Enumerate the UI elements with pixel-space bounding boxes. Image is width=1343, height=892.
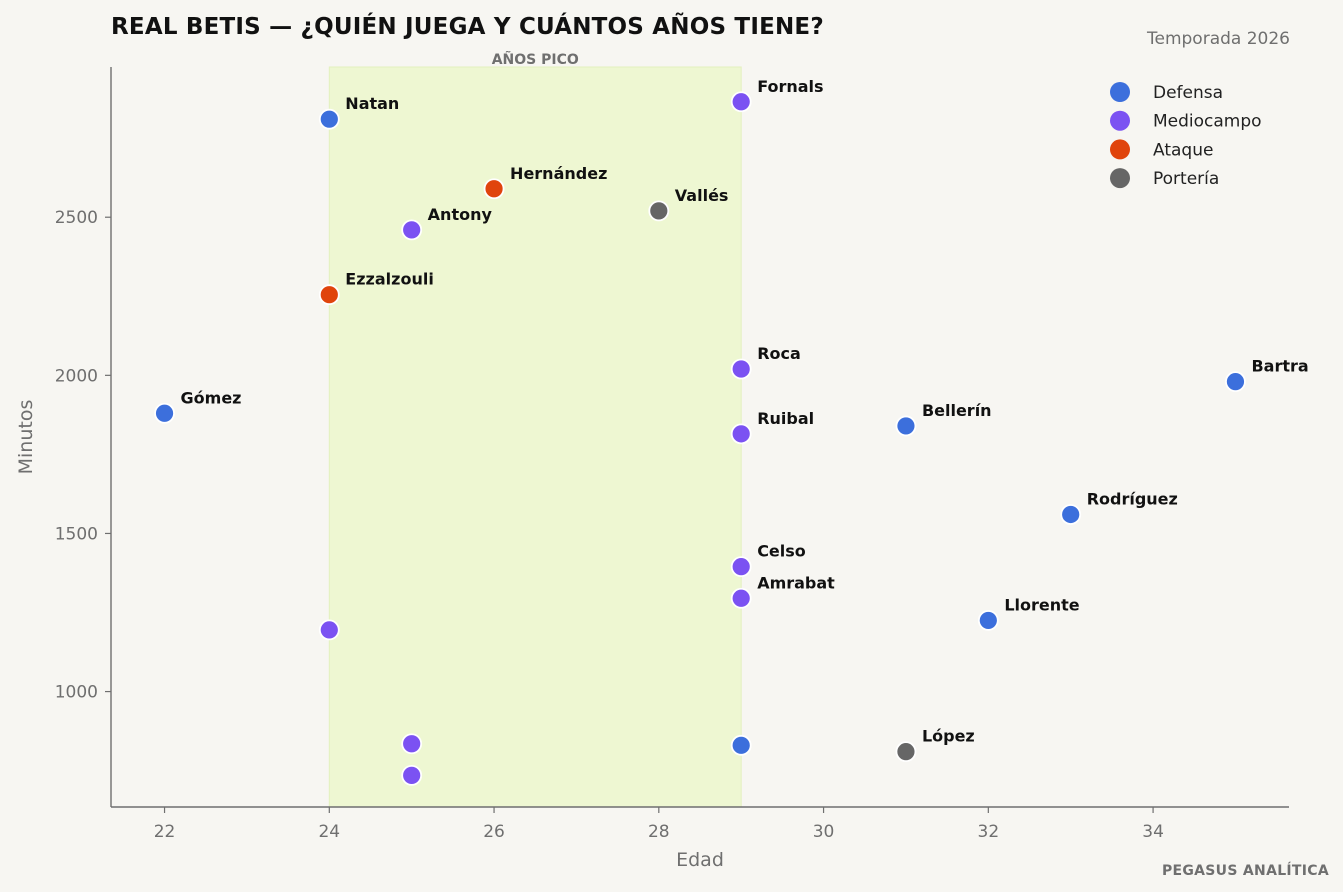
scatter-point [730, 358, 752, 380]
scatter-point [318, 108, 340, 130]
point-label: Natan [345, 94, 399, 113]
x-tick-label: 26 [483, 822, 505, 842]
scatter-point [318, 284, 340, 306]
point-label: Fornals [757, 77, 823, 96]
chart-title: REAL BETIS — ¿QUIÉN JUEGA Y CUÁNTOS AÑOS… [111, 14, 824, 40]
legend-marker [1110, 110, 1130, 131]
season-label: Temporada 2026 [1147, 29, 1290, 49]
y-tick-label: 1500 [55, 524, 98, 544]
scatter-point [730, 734, 752, 756]
scatter-point [730, 556, 752, 578]
point-label: Celso [757, 542, 806, 561]
x-axis-title: Edad [676, 849, 724, 871]
legend-label: Portería [1153, 169, 1219, 189]
point-label: Hernández [510, 164, 607, 183]
scatter-point [154, 402, 175, 424]
point-labels-layer: Natan Gómez Bellerín Bartra Rodríguez Llorent… [181, 77, 1309, 746]
footer-brand: PEGASUS ANALÍTICA [1161, 863, 1329, 879]
scatter-point [483, 178, 505, 200]
y-tick-label: 2000 [55, 366, 98, 386]
scatter-point [648, 200, 670, 222]
peak-years-label: AÑOS PICO [492, 51, 579, 68]
legend: Defensa Mediocampo Ataque Portería [1110, 82, 1262, 189]
scatter-point [730, 423, 752, 445]
legend-label: Defensa [1153, 83, 1223, 103]
x-tick-label: 22 [154, 822, 176, 842]
scatter-point [401, 219, 423, 241]
x-tick-label: 28 [648, 822, 670, 842]
scatter-point [730, 91, 752, 113]
point-label: Bartra [1251, 357, 1308, 376]
x-tick-label: 34 [1142, 822, 1164, 842]
scatter-point [1060, 504, 1082, 525]
peak-years-band-layer: AÑOS PICO [328, 51, 742, 808]
x-tick-label: 32 [978, 822, 1000, 842]
point-label: Ezzalzouli [345, 270, 434, 289]
scatter-point [895, 415, 917, 437]
scatter-point [401, 733, 423, 755]
y-tick-label: 1000 [55, 683, 98, 703]
scatter-point [401, 764, 423, 786]
legend-label: Mediocampo [1153, 112, 1262, 132]
scatter-point [895, 741, 917, 763]
point-label: López [922, 727, 975, 746]
peak-years-band [328, 66, 742, 808]
x-tick-label: 30 [813, 822, 835, 842]
axes-layer: 22 24 26 28 30 32 34 1000 1500 2000 2500 Edad Minuto… [15, 67, 1289, 871]
points-layer [154, 91, 1246, 786]
point-label: Amrabat [757, 573, 835, 592]
y-tick-label: 2500 [55, 208, 98, 228]
y-axis-title: Minutos [15, 400, 37, 475]
legend-marker [1110, 139, 1130, 160]
point-label: Gómez [181, 388, 242, 407]
point-label: Rodríguez [1087, 489, 1178, 508]
point-label: Roca [757, 344, 801, 363]
scatter-point [730, 587, 752, 609]
legend-marker [1110, 168, 1130, 189]
point-label: Vallés [675, 186, 729, 205]
point-label: Ruibal [757, 409, 814, 428]
point-label: Llorente [1004, 595, 1079, 614]
x-tick-label: 24 [318, 822, 340, 842]
point-label: Antony [428, 205, 493, 224]
point-label: Bellerín [922, 401, 992, 420]
legend-label: Ataque [1153, 140, 1213, 160]
scatter-point [318, 619, 340, 641]
scatter-point [1225, 371, 1246, 393]
legend-marker [1110, 82, 1130, 102]
scatter-point [977, 610, 999, 631]
